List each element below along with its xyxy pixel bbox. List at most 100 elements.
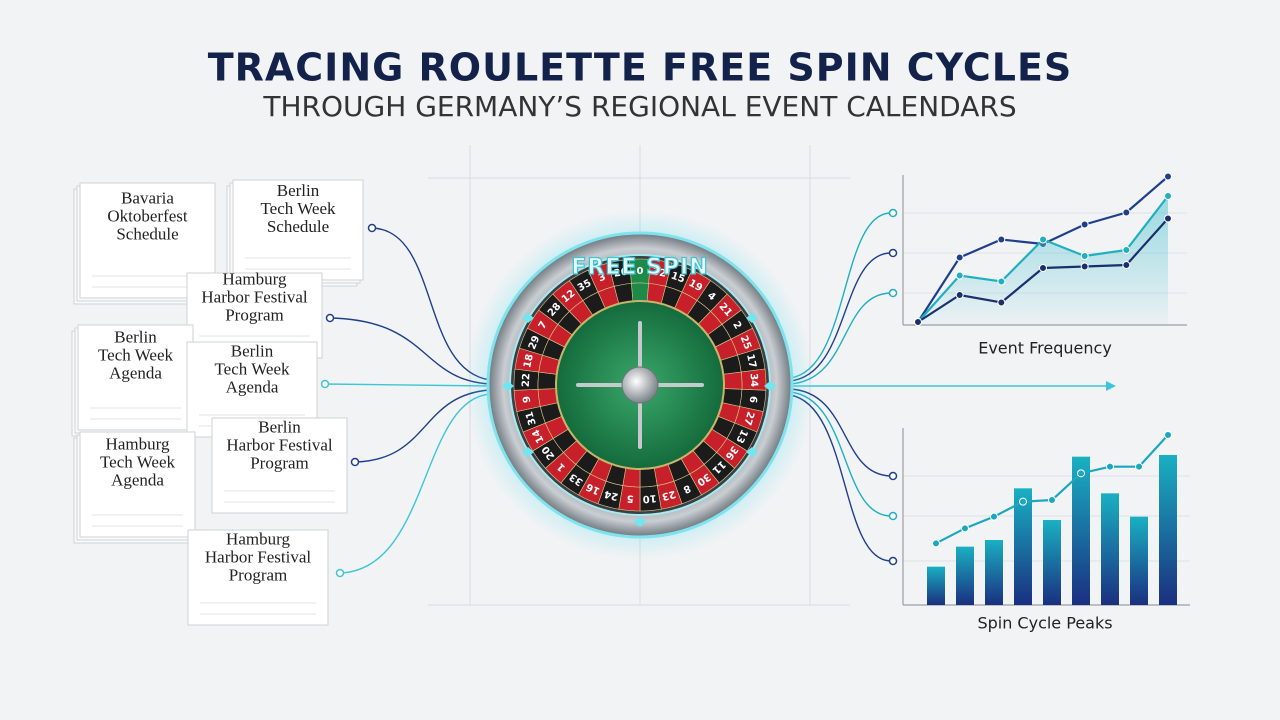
bar (1101, 493, 1119, 605)
point (955, 291, 964, 299)
inner-pocket (537, 371, 558, 390)
card-text: Schedule (267, 217, 329, 236)
card (77, 324, 194, 431)
point (1164, 172, 1172, 181)
point (1039, 264, 1047, 272)
wheel-marker (746, 313, 758, 323)
pocket-number: 16 (585, 481, 602, 497)
wheel-marker (634, 517, 646, 527)
pocket-number: 6 (747, 395, 759, 403)
wheel-marker (522, 447, 534, 457)
point (1106, 462, 1114, 471)
card-text: Tech Week (98, 345, 174, 364)
wheel-marker (522, 313, 534, 323)
card-text: Agenda (226, 377, 279, 396)
bar (956, 546, 974, 605)
pocket-number: 34 (748, 373, 760, 387)
title: TRACING ROULETTE FREE SPIN CYCLES (208, 46, 1073, 90)
pocket-number: 2 (730, 320, 743, 332)
card-text: Tech Week (260, 199, 336, 218)
pocket-number: 7 (537, 320, 550, 332)
inner-pocket (722, 371, 743, 390)
bar (1043, 520, 1061, 605)
pocket-number: 22 (521, 373, 533, 387)
card-text: Harbor Festival (205, 547, 312, 566)
card-text: Hamburg (226, 529, 290, 548)
pocket-number: 8 (681, 482, 692, 495)
card-text: Harbor Festival (226, 435, 333, 454)
card-text: Agenda (111, 470, 164, 489)
chart-title: Event Frequency (978, 339, 1112, 358)
card-text: Tech Week (214, 359, 290, 378)
point (997, 277, 1006, 286)
card-text: Hamburg (106, 434, 170, 453)
point (1135, 462, 1143, 471)
pocket-number: 31 (524, 410, 539, 427)
point (1164, 214, 1172, 223)
bar (985, 540, 1003, 605)
pocket-number: 0 (637, 266, 644, 277)
wheel-marker (502, 381, 514, 391)
point (997, 298, 1006, 307)
pocket-number: 32 (651, 267, 667, 280)
pocket-number: 27 (741, 410, 756, 427)
point (1080, 252, 1089, 260)
card-text: Program (250, 453, 309, 472)
pocket-number: 9 (522, 395, 534, 403)
pocket-number: 23 (660, 488, 676, 502)
card-text: Program (229, 565, 288, 584)
card (211, 417, 348, 514)
point (1122, 246, 1131, 254)
charts (914, 172, 1177, 605)
pocket-number: 26 (613, 267, 629, 280)
inner-pocket (639, 467, 658, 488)
card-text: Oktoberfest (107, 206, 188, 225)
chart-title: Spin Cycle Peaks (977, 614, 1112, 633)
bar (1014, 488, 1032, 605)
card-text: Schedule (116, 224, 178, 243)
point (955, 271, 964, 280)
point (914, 318, 922, 326)
wheel-marker (764, 381, 776, 391)
bar (1130, 516, 1148, 605)
card-text: Agenda (109, 363, 162, 382)
point (1080, 220, 1089, 229)
card-text: Berlin (277, 181, 320, 200)
card-text: Tech Week (100, 452, 176, 471)
point (1122, 208, 1131, 217)
point (1019, 497, 1027, 506)
wheel-marker (746, 447, 758, 457)
point (990, 512, 998, 521)
point (997, 235, 1006, 244)
wheel-label: FREE SPIN (571, 255, 708, 280)
card-text: Berlin (231, 341, 274, 360)
point (1048, 496, 1056, 504)
bar (1159, 455, 1177, 605)
area (918, 196, 1168, 325)
card-text: Bavaria (121, 188, 174, 207)
pocket-number: 10 (642, 492, 657, 504)
subtitle: THROUGH GERMANY’S REGIONAL EVENT CALENDA… (262, 90, 1016, 123)
pocket-number: 17 (744, 353, 758, 369)
card (187, 529, 329, 626)
card-text: Hamburg (223, 269, 287, 288)
pocket-number: 3 (597, 272, 607, 285)
point (1164, 192, 1172, 200)
point (1039, 235, 1047, 244)
pocket-number: 29 (527, 334, 542, 351)
hub (621, 366, 659, 404)
connector-dots (320, 208, 898, 578)
inner-pocket (631, 282, 649, 302)
pocket-number: 15 (669, 270, 686, 285)
card-text: Program (225, 305, 284, 324)
point (932, 539, 940, 548)
pocket-number: 18 (522, 353, 536, 369)
bar (1072, 456, 1090, 605)
card-text: Harbor Festival (201, 287, 308, 306)
point (955, 253, 964, 262)
roulette-wheel: 0 32 15 19421225173462713361130823105241633… (465, 210, 815, 560)
card (79, 431, 196, 538)
pocket-number: 24 (603, 488, 619, 502)
